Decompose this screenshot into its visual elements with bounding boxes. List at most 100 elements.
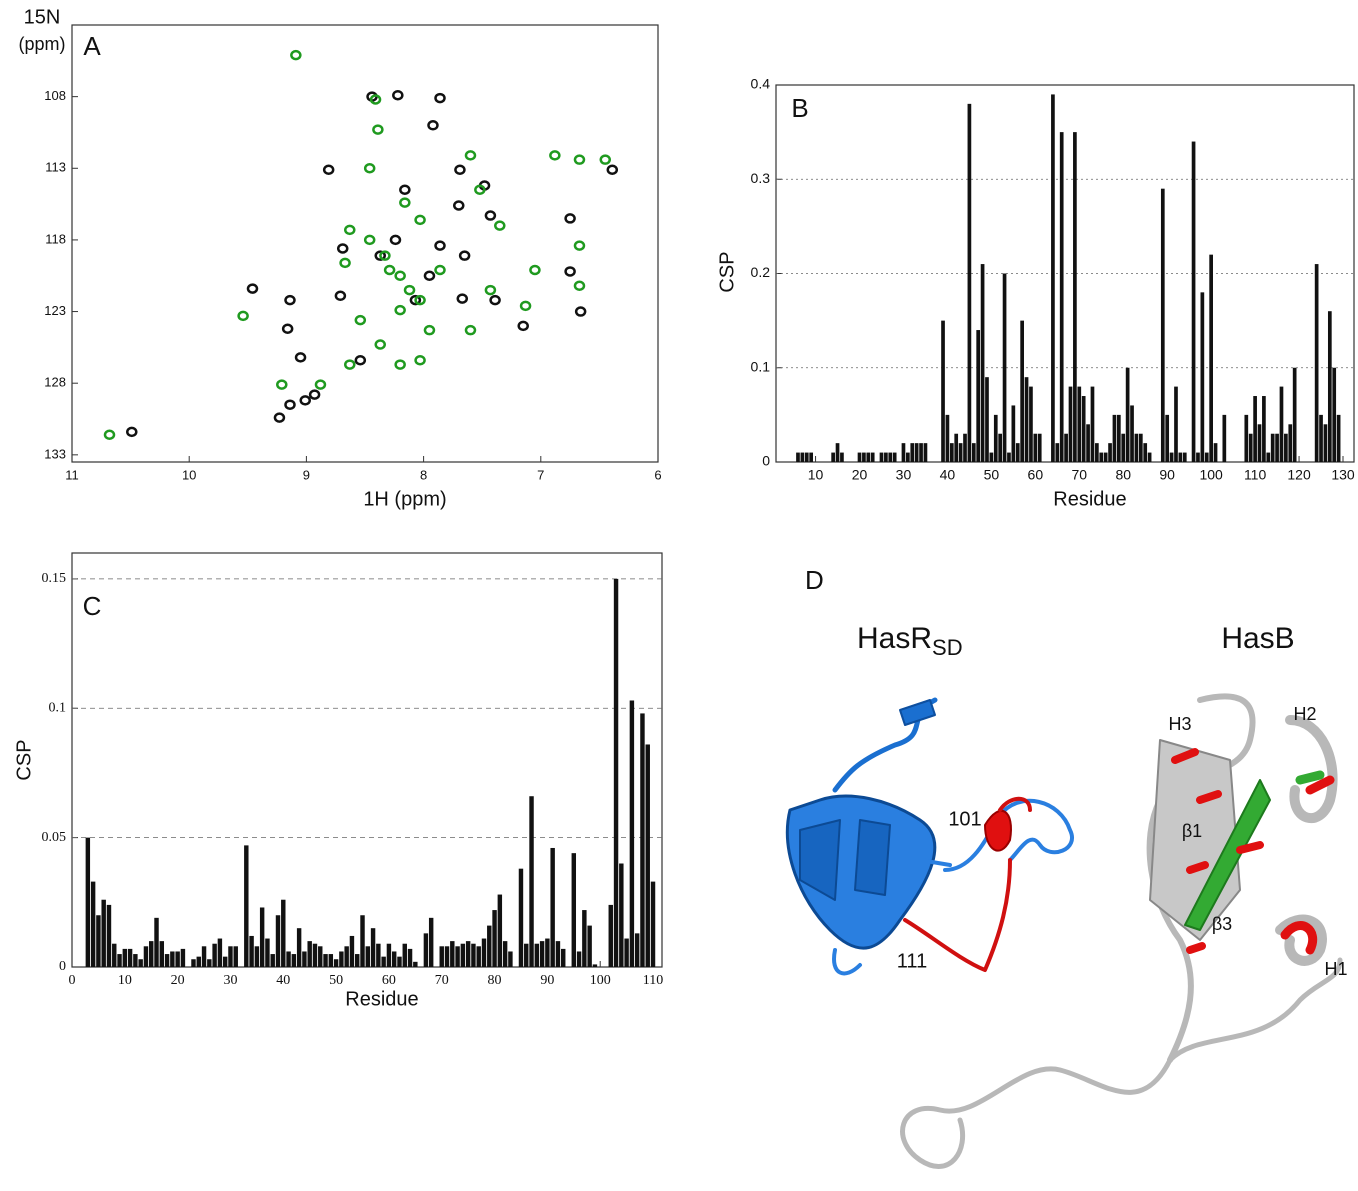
bar	[576, 951, 582, 967]
bar	[1284, 433, 1288, 462]
bar	[355, 954, 360, 967]
bar	[923, 443, 928, 462]
peak	[519, 300, 532, 312]
bar	[133, 954, 138, 967]
bar	[866, 452, 871, 462]
structure-title: HasB	[1221, 622, 1294, 655]
panel-d: D HasRSD HasB 101 111 H3 H2 β1 β3 H1	[805, 565, 1348, 979]
bar	[582, 910, 587, 967]
bar	[291, 954, 297, 967]
x-tick-label: 70	[1071, 467, 1087, 483]
bar	[1323, 424, 1328, 462]
bar	[360, 915, 365, 967]
peak	[308, 389, 321, 400]
bar	[1037, 433, 1042, 462]
bar	[201, 946, 207, 967]
peak	[573, 280, 586, 292]
x-tick-label: 90	[540, 973, 554, 988]
bar	[1244, 414, 1249, 462]
bar	[423, 933, 429, 967]
bar	[259, 907, 265, 967]
peak	[399, 197, 411, 208]
bar	[901, 443, 906, 462]
bar	[1143, 443, 1148, 462]
peak	[314, 379, 327, 390]
x-tick-label: 30	[896, 467, 912, 483]
bar	[555, 941, 561, 967]
bar	[1029, 386, 1033, 462]
peak	[423, 324, 436, 336]
x-tick-label: 130	[1331, 467, 1355, 483]
peak	[464, 324, 477, 336]
bar	[1191, 141, 1196, 463]
peak	[336, 243, 349, 254]
bar	[1292, 367, 1297, 462]
x-axis-label: Residue	[1053, 488, 1126, 510]
bar	[835, 443, 840, 462]
x-tick-label: 60	[1028, 467, 1044, 483]
peak	[484, 284, 497, 296]
peak	[389, 234, 402, 246]
x-tick-label: 11	[65, 467, 79, 482]
bar	[1086, 424, 1090, 462]
peak	[414, 214, 426, 226]
peak	[464, 150, 477, 161]
bar	[159, 941, 165, 967]
bar	[800, 452, 805, 462]
y-tick-label: 0.3	[751, 170, 771, 186]
x-tick-label: 80	[1115, 467, 1131, 483]
x-tick-label: 0	[69, 973, 76, 988]
bar	[534, 943, 540, 967]
bar	[1248, 433, 1253, 462]
bar	[265, 938, 270, 967]
bar	[971, 443, 976, 462]
peak	[549, 150, 561, 161]
bar	[249, 935, 254, 967]
bar	[1130, 405, 1134, 462]
peak	[434, 264, 446, 276]
x-tick-label: 80	[488, 973, 502, 988]
bar	[640, 713, 645, 967]
bar	[138, 959, 143, 967]
x-tick-label: 10	[118, 973, 132, 988]
peak	[392, 89, 404, 101]
bar	[809, 452, 814, 462]
bar	[1051, 94, 1055, 463]
bar	[862, 452, 866, 462]
bar	[1103, 452, 1108, 462]
bar	[212, 943, 217, 967]
bar	[831, 452, 835, 462]
bar	[1169, 452, 1174, 462]
bar	[629, 700, 635, 967]
peak	[423, 270, 436, 281]
bar	[164, 954, 170, 967]
peak	[414, 355, 426, 366]
bar	[481, 938, 487, 967]
bar	[254, 946, 260, 967]
bar	[302, 951, 307, 967]
bar	[1319, 414, 1323, 462]
x-axis-label: 1H (ppm)	[363, 488, 446, 510]
bar	[296, 928, 302, 967]
peak	[383, 264, 396, 276]
bar	[191, 959, 196, 967]
bar	[1033, 433, 1038, 462]
peak	[339, 257, 351, 269]
bar	[1134, 433, 1139, 462]
bar	[217, 938, 223, 967]
bar	[870, 452, 875, 462]
y-tick-label: 0	[762, 453, 770, 469]
y-tick-label: 0.4	[751, 76, 771, 92]
peak	[458, 250, 471, 261]
bar	[985, 377, 989, 462]
peak	[517, 320, 529, 332]
bar	[524, 943, 529, 967]
y-axis-label: (ppm)	[18, 34, 65, 54]
peak	[369, 94, 382, 105]
bar	[1209, 254, 1213, 462]
bar	[954, 433, 959, 462]
bar	[450, 941, 455, 967]
peak	[573, 154, 586, 165]
bar	[222, 956, 228, 967]
